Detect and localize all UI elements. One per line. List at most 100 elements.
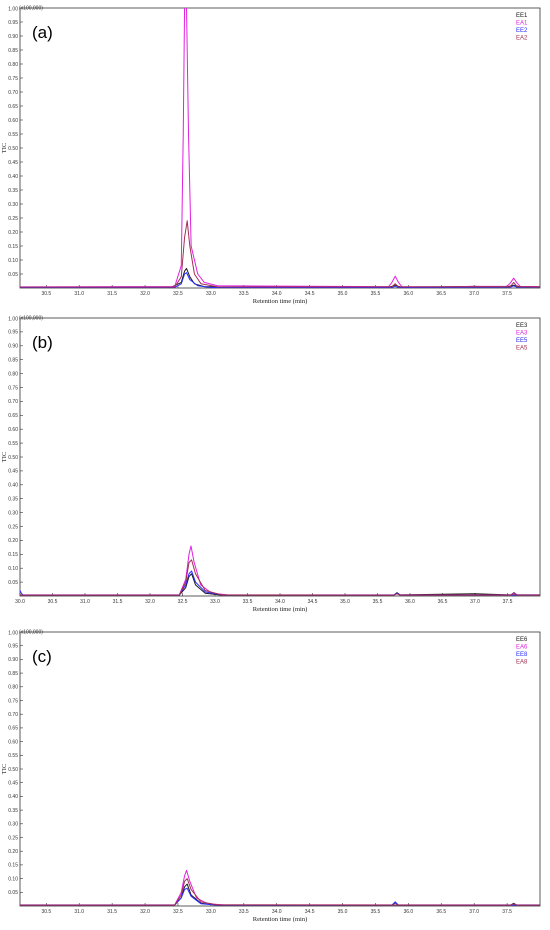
x-tick-label: 37.0 <box>469 291 479 297</box>
x-tick-label: 32.5 <box>178 599 188 605</box>
x-tick-label: 32.0 <box>145 599 155 605</box>
legend-entry-ea5: EA5 <box>516 346 528 352</box>
y-tick-label: 0.95 <box>8 330 18 336</box>
y-tick-label: 0.55 <box>8 753 18 759</box>
y-tick-label: 0.45 <box>8 781 18 787</box>
x-tick-label: 33.5 <box>243 599 253 605</box>
x-tick-label: 32.5 <box>173 909 183 915</box>
series-line-ea2 <box>20 220 540 288</box>
legend-entry-ee8: EE8 <box>516 652 528 658</box>
y-tick-label: 0.45 <box>8 160 18 166</box>
y-tick-label: 0.25 <box>8 835 18 841</box>
x-tick-label: 35.5 <box>373 599 383 605</box>
series-line-ea5 <box>20 559 540 596</box>
x-tick-label: 33.0 <box>206 909 216 915</box>
y-tick-label: 0.55 <box>8 441 18 447</box>
y-tick-label: 0.30 <box>8 510 18 516</box>
y-tick-label: 0.30 <box>8 202 18 208</box>
y-tick-label: 0.90 <box>8 344 18 350</box>
x-tick-label: 32.5 <box>173 291 183 297</box>
y-tick-label: 0.20 <box>8 230 18 236</box>
x-tick-label: 34.5 <box>305 909 315 915</box>
y-tick-label: 0.60 <box>8 118 18 124</box>
y-tick-label: 0.70 <box>8 90 18 96</box>
y-tick-label: 0.45 <box>8 469 18 475</box>
y-tick-label: 0.50 <box>8 455 18 461</box>
legend-entry-ea8: EA8 <box>516 660 528 666</box>
x-tick-label: 32.0 <box>140 909 150 915</box>
x-tick-label: 35.5 <box>371 291 381 297</box>
y-tick-label: 0.90 <box>8 657 18 663</box>
x-tick-label: 36.5 <box>436 909 446 915</box>
y-tick-label: 0.25 <box>8 524 18 530</box>
x-tick-label: 30.0 <box>15 599 25 605</box>
x-tick-label: 37.5 <box>502 291 512 297</box>
y-tick-label: 0.10 <box>8 258 18 264</box>
x-tick-label: 35.0 <box>340 599 350 605</box>
y-multiplier-label: (x100,000) <box>19 630 43 636</box>
y-tick-label: 0.75 <box>8 76 18 82</box>
x-tick-label: 36.0 <box>403 291 413 297</box>
x-tick-label: 31.0 <box>74 909 84 915</box>
y-tick-label: 0.15 <box>8 552 18 558</box>
x-tick-label: 33.0 <box>210 599 220 605</box>
series-line-ee1 <box>20 267 540 288</box>
y-tick-label: 0.40 <box>8 483 18 489</box>
x-tick-label: 34.0 <box>272 291 282 297</box>
y-axis-title: TIC <box>1 143 8 153</box>
legend-entry-ea1: EA1 <box>516 21 528 27</box>
series-line-ee8 <box>20 887 540 906</box>
y-tick-label: 0.40 <box>8 794 18 800</box>
y-multiplier-label: (x100,000) <box>19 6 43 12</box>
panel-label: (b) <box>32 333 53 352</box>
series-line-ea1 <box>20 8 540 288</box>
y-tick-label: 0.95 <box>8 20 18 26</box>
y-multiplier-label: (x100,000) <box>19 316 43 322</box>
y-tick-label: 0.60 <box>8 427 18 433</box>
x-tick-label: 30.5 <box>41 291 51 297</box>
x-tick-label: 30.5 <box>48 599 58 605</box>
x-tick-label: 37.5 <box>502 909 512 915</box>
x-tick-label: 34.0 <box>272 909 282 915</box>
x-tick-label: 33.5 <box>239 909 249 915</box>
panel-label: (c) <box>32 647 52 666</box>
plot-frame <box>19 7 541 289</box>
y-tick-label: 0.10 <box>8 876 18 882</box>
y-tick-label: 0.90 <box>8 34 18 40</box>
y-tick-label: 0.80 <box>8 685 18 691</box>
plot-frame <box>19 631 541 907</box>
y-tick-label: 0.70 <box>8 712 18 718</box>
y-tick-label: 0.65 <box>8 726 18 732</box>
y-tick-label: 0.25 <box>8 216 18 222</box>
x-tick-label: 36.5 <box>436 291 446 297</box>
y-tick-label: 0.85 <box>8 358 18 364</box>
x-axis-title: Retention time (min) <box>253 298 308 305</box>
series-line-ee5 <box>20 570 540 596</box>
series-line-ea8 <box>20 878 540 906</box>
y-tick-label: 0.30 <box>8 822 18 828</box>
y-tick-label: 0.60 <box>8 739 18 745</box>
x-tick-label: 35.0 <box>338 909 348 915</box>
y-tick-label: 0.95 <box>8 644 18 650</box>
x-tick-label: 37.0 <box>470 599 480 605</box>
legend-entry-ea3: EA3 <box>516 331 528 337</box>
y-tick-label: 0.55 <box>8 132 18 138</box>
chart-panel-2: 0.05 0.10 0.15 0.20 0.25 0.30 0.35 0.40 0.45 0.50… <box>1 316 541 613</box>
y-tick-label: 0.50 <box>8 146 18 152</box>
y-tick-label: 0.05 <box>8 272 18 278</box>
y-tick-label: 0.85 <box>8 671 18 677</box>
y-tick-label: 0.80 <box>8 371 18 377</box>
y-tick-label: 0.20 <box>8 538 18 544</box>
series-line-ee3 <box>20 573 540 596</box>
legend-entry-ee3: EE3 <box>516 323 528 329</box>
y-tick-label: 0.85 <box>8 48 18 54</box>
y-tick-label: 0.15 <box>8 863 18 869</box>
x-tick-label: 37.0 <box>469 909 479 915</box>
chart-panel-3: 0.05 0.10 0.15 0.20 0.25 0.30 0.35 0.40 0.45 0.50… <box>1 630 541 923</box>
y-tick-label: 0.05 <box>8 890 18 896</box>
plot-frame <box>19 317 541 597</box>
x-tick-label: 33.5 <box>239 291 249 297</box>
x-tick-label: 30.5 <box>41 909 51 915</box>
x-tick-label: 34.5 <box>305 291 315 297</box>
